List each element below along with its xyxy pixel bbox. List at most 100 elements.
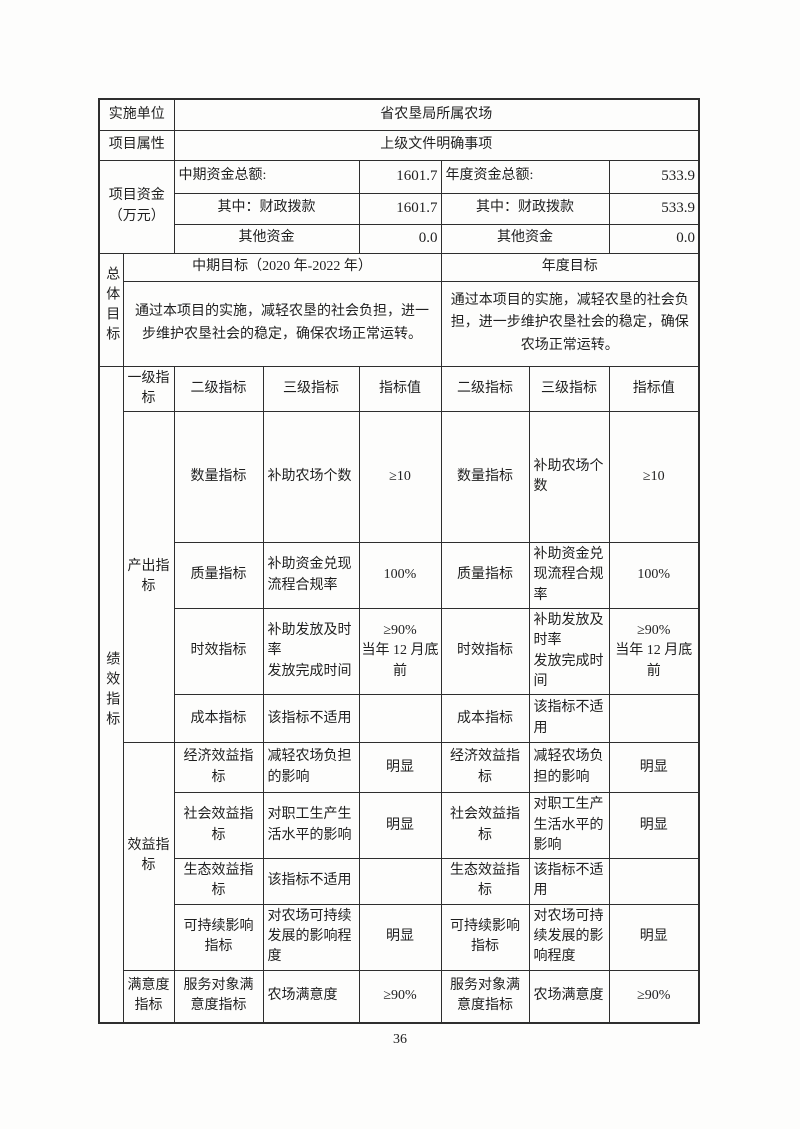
- cell-l2: 成本指标: [173, 694, 264, 744]
- cell-value: 明显: [608, 792, 700, 860]
- group-benefit-label: 效益指标: [122, 742, 175, 971]
- header-level1: 一级指标: [122, 365, 175, 413]
- funds-row-fiscal: 其中：财政拨款 1601.7 其中：财政拨款 533.9: [99, 192, 700, 225]
- indicators-header-row: 绩效指标 一级指标 二级指标 三级指标 指标值 二级指标 三级指标 指标值: [98, 365, 700, 1024]
- cell-l3: 补助发放及时率 发放完成时间: [262, 607, 360, 696]
- cell-value: ≥90% 当年 12 月底前: [358, 607, 442, 696]
- cell-l3: 该指标不适用: [528, 858, 610, 905]
- cell-l3: 补助农场个数: [262, 411, 360, 544]
- implementing-unit-value: 省农垦局所属农场: [173, 98, 700, 131]
- cell-l2: 生态效益指标: [440, 858, 530, 905]
- funds-mid-total-value: 1601.7: [358, 159, 442, 194]
- indicator-row-cost: 成本指标 该指标不适用 成本指标 该指标不适用: [99, 694, 700, 744]
- cell-l2: 质量指标: [173, 542, 264, 609]
- cell-l2: 社会效益指标: [173, 792, 264, 860]
- indicator-row-satisfaction: 满意度指标 服务对象满意度指标 农场满意度 ≥90% 服务对象满意度指标 农场满…: [99, 969, 700, 1024]
- funds-year-fiscal-label: 其中：财政拨款: [440, 192, 610, 225]
- cell-l2: 社会效益指标: [440, 792, 530, 860]
- funds-year-other-value: 0.0: [608, 223, 700, 254]
- cell-l2: 可持续影响指标: [440, 903, 530, 971]
- cell-l2: 质量指标: [440, 542, 530, 609]
- cell-l2: 成本指标: [440, 694, 530, 744]
- header-level2-year: 二级指标: [440, 365, 530, 413]
- cell-value: 明显: [608, 903, 700, 971]
- cell-value: [608, 694, 700, 744]
- indicator-row-timeliness: 时效指标 补助发放及时率 发放完成时间 ≥90% 当年 12 月底前 时效指标 …: [99, 607, 700, 696]
- funds-year-total-value: 533.9: [608, 159, 700, 194]
- project-attribute-value: 上级文件明确事项: [173, 129, 700, 161]
- mid-term-goal-header: 中期目标（2020 年-2022 年）: [122, 252, 442, 282]
- header-level3-year: 三级指标: [528, 365, 610, 413]
- cell-l3: 对农场可持续发展的影响程度: [262, 903, 360, 971]
- cell-l2: 经济效益指标: [440, 742, 530, 794]
- cell-l2: 时效指标: [440, 607, 530, 696]
- cell-l3: 补助发放及时率 发放完成时间: [528, 607, 610, 696]
- funds-row-total: 项目资金（万元） 中期资金总额: 1601.7 年度资金总额: 533.9: [98, 159, 700, 254]
- indicator-row-sustainability: 可持续影响指标 对农场可持续发展的影响程度 明显 可持续影响指标 对农场可持续发…: [99, 903, 700, 971]
- cell-value: ≥10: [608, 411, 700, 544]
- header-level3-mid: 三级指标: [262, 365, 360, 413]
- implementing-unit-label: 实施单位: [98, 98, 175, 131]
- group-satisfaction-label: 满意度指标: [122, 969, 175, 1024]
- indicator-row-quantity: 产出指标 数量指标 补助农场个数 ≥10 数量指标 补助农场个数 ≥10: [99, 411, 700, 744]
- overall-goal-label: 总体目标: [98, 252, 124, 367]
- cell-l2: 服务对象满意度指标: [440, 969, 530, 1024]
- annual-goal-text: 通过本项目的实施，减轻农垦的社会负担，进一步维护农垦社会的稳定，确保农场正常运转…: [440, 280, 700, 367]
- performance-indicators-label: 绩效指标: [98, 365, 124, 1024]
- funds-mid-other-value: 0.0: [358, 223, 442, 254]
- funds-mid-other-label: 其他资金: [173, 223, 360, 254]
- cell-value: [358, 694, 442, 744]
- overall-goal-header-row: 总体目标 中期目标（2020 年-2022 年） 年度目标: [98, 252, 700, 367]
- indicator-row-economic: 效益指标 经济效益指标 减轻农场负担的影响 明显 经济效益指标 减轻农场负担的影…: [99, 742, 700, 971]
- funds-year-other-label: 其他资金: [440, 223, 610, 254]
- cell-l2: 数量指标: [440, 411, 530, 544]
- cell-value: [358, 858, 442, 905]
- cell-value: 明显: [608, 742, 700, 794]
- cell-l3: 农场满意度: [262, 969, 360, 1024]
- cell-l3: 减轻农场负担的影响: [528, 742, 610, 794]
- page-number: 36: [393, 1032, 407, 1047]
- cell-value: [608, 858, 700, 905]
- cell-l3: 对职工生产生活水平的影响: [528, 792, 610, 860]
- indicator-row-quality: 质量指标 补助资金兑现流程合规率 100% 质量指标 补助资金兑现流程合规率 1…: [99, 542, 700, 609]
- cell-l3: 该指标不适用: [528, 694, 610, 744]
- indicator-row-social: 社会效益指标 对职工生产生活水平的影响 明显 社会效益指标 对职工生产生活水平的…: [99, 792, 700, 860]
- annual-goal-header: 年度目标: [440, 252, 700, 282]
- funds-mid-fiscal-label: 其中：财政拨款: [173, 192, 360, 225]
- project-performance-table: 实施单位 省农垦局所属农场 项目属性 上级文件明确事项 项目资金（万元） 中期资…: [98, 98, 700, 1025]
- funds-mid-fiscal-value: 1601.7: [358, 192, 442, 225]
- cell-l3: 对农场可持续发展的影响程度: [528, 903, 610, 971]
- cell-l3: 补助资金兑现流程合规率: [528, 542, 610, 609]
- overall-goal-text-row: 通过本项目的实施，减轻农垦的社会负担，进一步维护农垦社会的稳定，确保农场正常运转…: [99, 280, 700, 367]
- cell-l3: 减轻农场负担的影响: [262, 742, 360, 794]
- cell-value: ≥90%: [608, 969, 700, 1024]
- cell-l3: 农场满意度: [528, 969, 610, 1024]
- cell-value: 明显: [358, 903, 442, 971]
- cell-l3: 补助农场个数: [528, 411, 610, 544]
- cell-l3: 对职工生产生活水平的影响: [262, 792, 360, 860]
- header-value-mid: 指标值: [358, 365, 442, 413]
- cell-l2: 经济效益指标: [173, 742, 264, 794]
- implementing-unit-row: 实施单位 省农垦局所属农场: [98, 98, 700, 131]
- funds-year-total-label: 年度资金总额:: [440, 159, 610, 194]
- cell-l2: 服务对象满意度指标: [173, 969, 264, 1024]
- cell-l3: 该指标不适用: [262, 858, 360, 905]
- cell-value: ≥10: [358, 411, 442, 544]
- project-attribute-label: 项目属性: [98, 129, 175, 161]
- cell-value: 100%: [358, 542, 442, 609]
- cell-value: ≥90% 当年 12 月底前: [608, 607, 700, 696]
- cell-l2: 可持续影响指标: [173, 903, 264, 971]
- cell-value: 明显: [358, 742, 442, 794]
- cell-l3: 该指标不适用: [262, 694, 360, 744]
- group-output-label: 产出指标: [122, 411, 175, 744]
- header-value-year: 指标值: [608, 365, 700, 413]
- project-attribute-row: 项目属性 上级文件明确事项: [98, 129, 700, 161]
- header-level2-mid: 二级指标: [173, 365, 264, 413]
- mid-term-goal-text: 通过本项目的实施，减轻农垦的社会负担，进一步维护农垦社会的稳定，确保农场正常运转…: [122, 280, 442, 367]
- cell-l3: 补助资金兑现流程合规率: [262, 542, 360, 609]
- funds-label: 项目资金（万元）: [98, 159, 175, 254]
- cell-l2: 生态效益指标: [173, 858, 264, 905]
- cell-value: 100%: [608, 542, 700, 609]
- cell-l2: 数量指标: [173, 411, 264, 544]
